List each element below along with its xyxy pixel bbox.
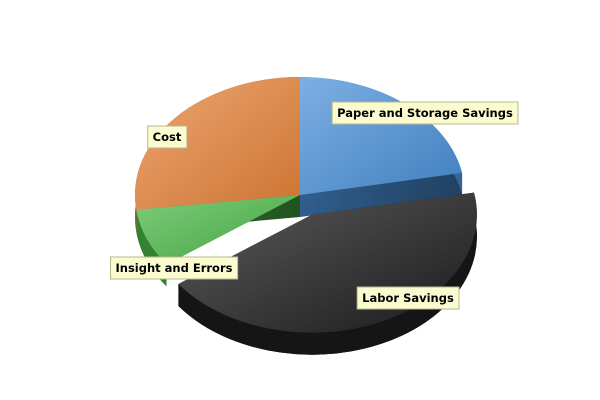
pie-label-labor-savings: Labor Savings xyxy=(356,286,460,310)
pie-slice-cost[interactable] xyxy=(134,77,300,210)
pie-label-box-cost xyxy=(147,125,188,149)
pie-slice-rim-labor-savings xyxy=(178,192,477,355)
pie-slice-labels: Paper and Storage Savings Labor Savings In… xyxy=(110,101,519,310)
pie-label-insight-and-errors: Insight and Errors xyxy=(110,256,239,280)
pie-label-text-insight-and-errors: Insight and Errors xyxy=(116,261,233,275)
pie-label-box-insight-and-errors xyxy=(110,256,239,280)
pie-label-text-labor-savings: Labor Savings xyxy=(362,291,454,305)
pie-label-box-paper-and-storage-savings xyxy=(331,101,519,125)
pie-label-cost: Cost xyxy=(147,125,188,149)
pie-label-paper-and-storage-savings: Paper and Storage Savings xyxy=(331,101,519,125)
pie-label-text-paper-and-storage-savings: Paper and Storage Savings xyxy=(337,106,513,120)
pie-label-text-cost: Cost xyxy=(153,130,182,144)
pie-label-box-labor-savings xyxy=(356,286,460,310)
pie-slice-insight-and-errors[interactable] xyxy=(136,195,300,265)
